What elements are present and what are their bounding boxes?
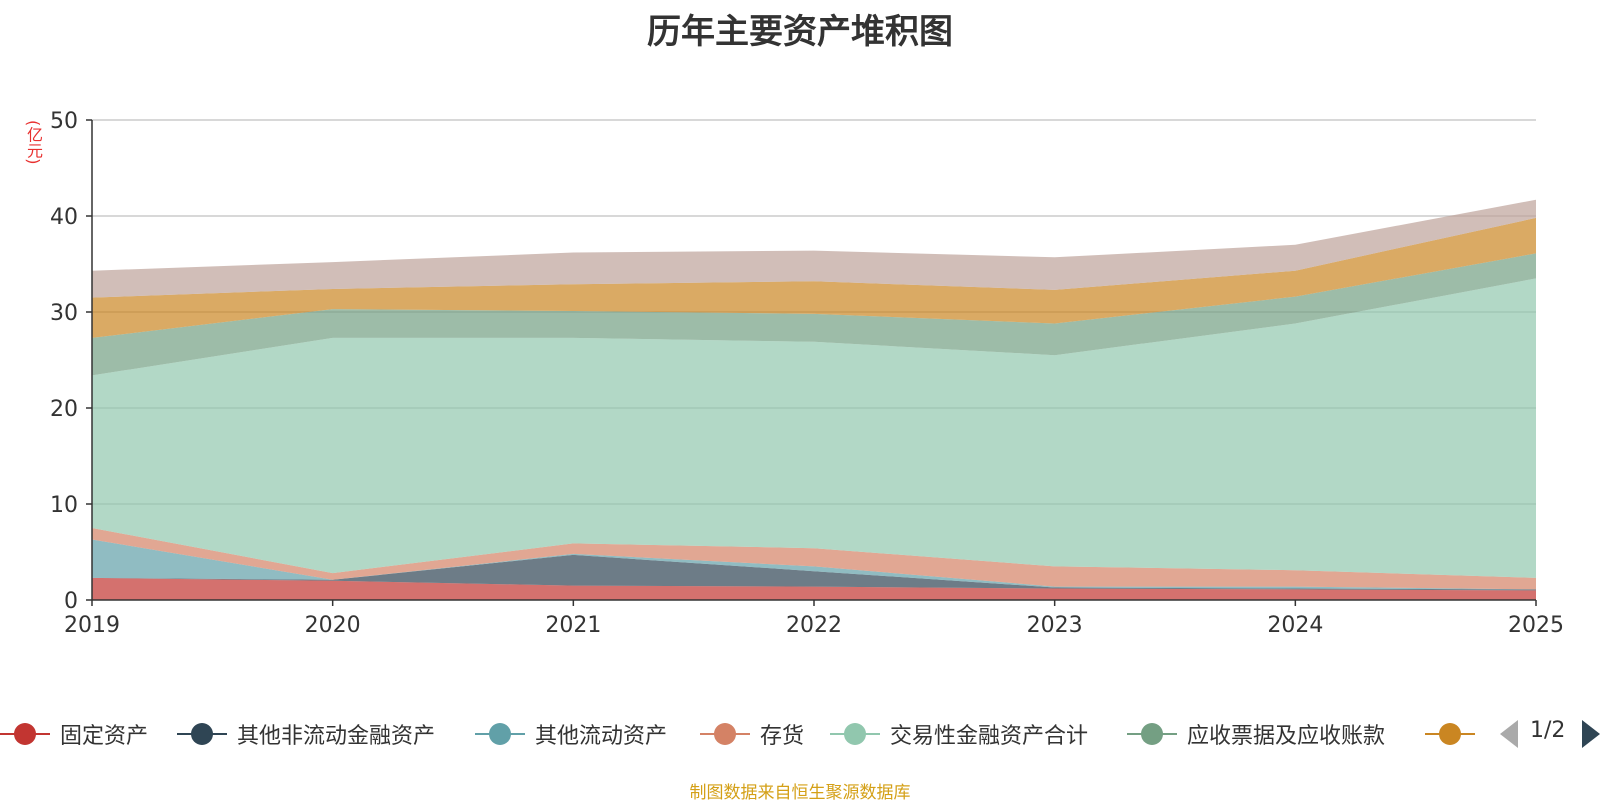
y-tick-label: 50 bbox=[50, 109, 78, 134]
legend-label: 其他非流动金融资产 bbox=[237, 724, 436, 749]
legend-prev-page-button[interactable] bbox=[1500, 720, 1518, 748]
legend-item-3[interactable]: 其他流动资产 bbox=[475, 712, 667, 756]
area-series-2 bbox=[92, 554, 1536, 591]
legend-next-page-button[interactable] bbox=[1582, 720, 1600, 748]
x-tick-label: 2024 bbox=[1267, 613, 1323, 638]
legend-item-4[interactable]: 存货 bbox=[700, 712, 804, 756]
legend-label: 固定资产 bbox=[60, 724, 149, 749]
legend-label: 交易性金融资产合计 bbox=[890, 724, 1089, 749]
y-tick-label: 10 bbox=[50, 493, 78, 518]
legend-page-indicator: 1/2 bbox=[1530, 718, 1566, 743]
legend-item-5[interactable]: 交易性金融资产合计 bbox=[830, 712, 1088, 756]
y-tick-label: 30 bbox=[50, 301, 78, 326]
area-series-6 bbox=[92, 253, 1536, 376]
y-tick-label: 40 bbox=[50, 205, 78, 230]
x-tick-label: 2019 bbox=[64, 613, 120, 638]
x-tick-label: 2025 bbox=[1508, 613, 1564, 638]
x-tick-label: 2023 bbox=[1027, 613, 1083, 638]
legend-item-6[interactable]: 应收票据及应收账款 bbox=[1127, 712, 1385, 756]
x-tick-label: 2020 bbox=[305, 613, 361, 638]
area-series-1 bbox=[92, 577, 1536, 600]
legend-item-2[interactable]: 其他非流动金融资产 bbox=[177, 712, 435, 756]
chart-title: 历年主要资产堆积图 bbox=[647, 12, 953, 52]
area-series-4 bbox=[92, 528, 1536, 590]
legend-marker-icon bbox=[475, 712, 527, 756]
area-series-5 bbox=[92, 278, 1536, 578]
legend-marker-icon bbox=[1127, 712, 1179, 756]
legend: 固定资产 其他非流动金融资产 其他流动资产 存货 交易性金融资产合计 应收票据及应收账款 bbox=[0, 712, 1600, 756]
legend-marker-icon bbox=[0, 712, 52, 756]
y-tick-label: 20 bbox=[50, 397, 78, 422]
area-series bbox=[92, 199, 1536, 600]
legend-label: 应收票据及应收账款 bbox=[1187, 724, 1386, 749]
legend-label: 其他流动资产 bbox=[535, 724, 668, 749]
source-note: 制图数据来自恒生聚源数据库 bbox=[689, 783, 911, 803]
legend-item-1[interactable]: 固定资产 bbox=[0, 712, 148, 756]
x-tick-label: 2022 bbox=[786, 613, 842, 638]
x-tick-label: 2021 bbox=[545, 613, 601, 638]
legend-label: 存货 bbox=[760, 724, 805, 749]
axes: 0 10 20 30 40 50 2019 2020 2021 2022 2023 2024 2025 bbox=[50, 109, 1564, 638]
legend-marker-icon bbox=[1425, 712, 1477, 756]
legend-marker-icon bbox=[177, 712, 229, 756]
legend-item-7[interactable] bbox=[1425, 712, 1477, 756]
y-tick-label: 0 bbox=[64, 589, 78, 614]
area-series-7 bbox=[92, 217, 1536, 338]
area-series-8 bbox=[92, 199, 1536, 298]
legend-marker-icon bbox=[830, 712, 882, 756]
legend-marker-icon bbox=[700, 712, 752, 756]
y-axis-unit-label: (亿元) bbox=[24, 120, 43, 165]
stacked-area-chart: 0 10 20 30 40 50 2019 2020 2021 2022 2023 2024 2025 bbox=[50, 109, 1564, 638]
